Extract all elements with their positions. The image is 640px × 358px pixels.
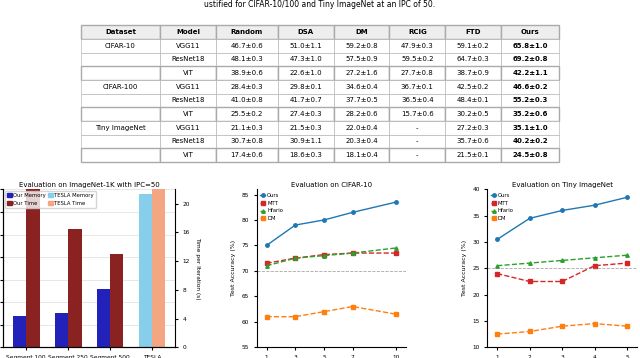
MTT [558, 279, 566, 284]
Line: Hfario: Hfario [265, 246, 397, 267]
MTT [526, 279, 534, 284]
Hfario [493, 263, 501, 268]
Legend: Ours, MTT, Hfario, DM: Ours, MTT, Hfario, DM [490, 192, 515, 222]
Legend: Ours, MTT, Hfario, DM: Ours, MTT, Hfario, DM [259, 192, 284, 222]
Y-axis label: Time per Iteration (s): Time per Iteration (s) [195, 237, 200, 300]
DM [526, 329, 534, 334]
Ours [392, 200, 399, 204]
DM [291, 315, 299, 319]
Y-axis label: Test Accuracy (%): Test Accuracy (%) [231, 240, 236, 296]
MTT [349, 251, 356, 255]
Ours [291, 223, 299, 227]
Bar [152, 189, 165, 347]
MTT [591, 263, 598, 268]
Title: Evaluation on Tiny ImageNet: Evaluation on Tiny ImageNet [511, 182, 612, 188]
Line: DM: DM [495, 322, 628, 336]
Y-axis label: Test Accuracy (%): Test Accuracy (%) [461, 240, 467, 296]
Bar [26, 154, 40, 347]
Hfario [320, 253, 328, 258]
Bar [110, 254, 124, 347]
Legend: Our Memory, Our Time, TESLA Memory, TESLA Time: Our Memory, Our Time, TESLA Memory, TESL… [4, 191, 96, 208]
DM [558, 324, 566, 328]
Title: Evaluation on ImageNet-1K with IPC=50: Evaluation on ImageNet-1K with IPC=50 [19, 182, 159, 188]
Line: Hfario: Hfario [495, 253, 628, 267]
Bar [13, 316, 26, 347]
DM [623, 324, 631, 328]
Line: Ours: Ours [495, 195, 628, 241]
DM [349, 304, 356, 309]
DM [320, 309, 328, 314]
Line: MTT: MTT [495, 261, 628, 283]
MTT [493, 271, 501, 276]
MTT [392, 251, 399, 255]
Text: ustified for CIFAR-10/100 and Tiny ImageNet at an IPC of 50.: ustified for CIFAR-10/100 and Tiny Image… [204, 0, 436, 9]
MTT [291, 256, 299, 260]
Hfario [526, 261, 534, 265]
DM [263, 315, 271, 319]
DM [493, 332, 501, 336]
Ours [320, 218, 328, 222]
DM [591, 321, 598, 326]
Ours [591, 203, 598, 207]
Ours [623, 195, 631, 199]
Line: Ours: Ours [265, 200, 397, 247]
Bar [97, 289, 110, 347]
Hfario [623, 253, 631, 257]
Hfario [591, 256, 598, 260]
Ours [558, 208, 566, 213]
Hfario [263, 263, 271, 268]
MTT [320, 252, 328, 257]
Ours [526, 216, 534, 221]
Ours [493, 237, 501, 242]
Line: DM: DM [265, 305, 397, 319]
Bar [68, 229, 81, 347]
Title: Evaluation on CIFAR-10: Evaluation on CIFAR-10 [291, 182, 372, 188]
Hfario [392, 246, 399, 250]
Hfario [558, 258, 566, 263]
Hfario [291, 256, 299, 260]
Bar [55, 314, 68, 347]
Ours [263, 243, 271, 248]
Hfario [349, 251, 356, 255]
Ours [349, 210, 356, 214]
Line: MTT: MTT [265, 251, 397, 265]
DM [392, 312, 399, 316]
MTT [263, 261, 271, 265]
MTT [623, 261, 631, 265]
Bar [138, 194, 152, 347]
